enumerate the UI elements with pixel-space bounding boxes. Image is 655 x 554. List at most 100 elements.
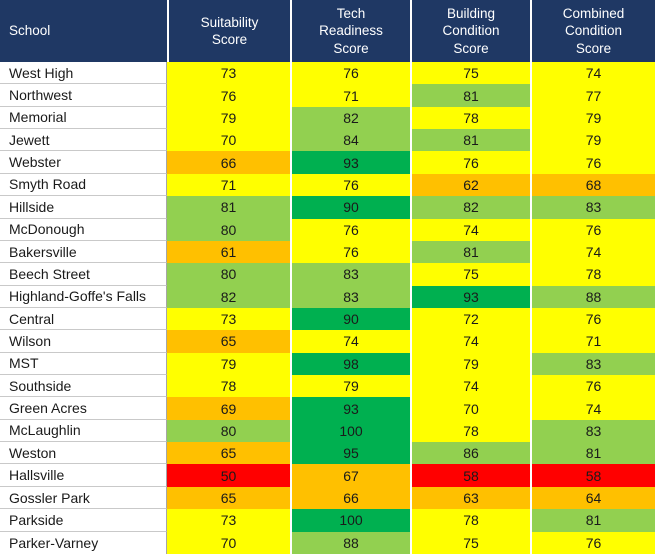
score-cell: 76 <box>167 84 290 107</box>
score-cell: 78 <box>530 263 655 286</box>
school-name-cell: McLaughlin <box>0 419 167 443</box>
table-row: MST 79 98 79 83 <box>0 352 655 376</box>
table-row: Parker-Varney 70 88 75 76 <box>0 531 655 554</box>
score-cell: 100 <box>290 419 410 443</box>
score-cell: 83 <box>530 352 655 376</box>
score-cell: 74 <box>530 240 655 264</box>
score-cell: 83 <box>290 263 410 286</box>
table-row: Gossler Park 65 66 63 64 <box>0 486 655 510</box>
score-cell: 90 <box>290 307 410 331</box>
score-cell: 81 <box>530 442 655 465</box>
score-cell: 76 <box>290 173 410 197</box>
score-cell: 75 <box>410 263 530 286</box>
school-name-cell: Central <box>0 307 167 331</box>
table-row: Webster 66 93 76 76 <box>0 151 655 174</box>
score-cell: 81 <box>530 509 655 532</box>
school-name-cell: Parker-Varney <box>0 531 167 554</box>
school-name-cell: Webster <box>0 151 167 174</box>
school-name-cell: Hallsville <box>0 464 167 487</box>
score-cell: 77 <box>530 84 655 107</box>
school-name-cell: Memorial <box>0 106 167 130</box>
score-cell: 72 <box>410 307 530 331</box>
score-cell: 64 <box>530 486 655 510</box>
school-name-cell: Jewett <box>0 129 167 152</box>
score-cell: 78 <box>410 509 530 532</box>
table-row: Wilson 65 74 74 71 <box>0 330 655 353</box>
score-cell: 68 <box>530 173 655 197</box>
school-name-cell: Highland-Goffe's Falls <box>0 285 167 308</box>
score-cell: 88 <box>290 531 410 554</box>
score-cell: 82 <box>167 285 290 308</box>
table-row: Hallsville 50 67 58 58 <box>0 464 655 487</box>
score-cell: 79 <box>530 129 655 152</box>
school-name-cell: Parkside <box>0 509 167 532</box>
table-row: Bakersville 61 76 81 74 <box>0 240 655 264</box>
score-cell: 75 <box>410 62 530 85</box>
score-cell: 90 <box>290 196 410 219</box>
score-cell: 71 <box>167 173 290 197</box>
score-cell: 79 <box>167 352 290 376</box>
score-cell: 100 <box>290 509 410 532</box>
score-cell: 78 <box>410 419 530 443</box>
table-row: Central 73 90 72 76 <box>0 307 655 331</box>
score-cell: 73 <box>167 509 290 532</box>
score-cell: 83 <box>290 285 410 308</box>
score-cell: 66 <box>290 486 410 510</box>
score-cell: 78 <box>167 375 290 398</box>
score-cell: 65 <box>167 486 290 510</box>
column-header-suitability: Suitability Score <box>167 0 290 62</box>
score-cell: 61 <box>167 240 290 264</box>
table-row: Northwest 76 71 81 77 <box>0 84 655 107</box>
score-cell: 81 <box>410 84 530 107</box>
column-header-building-condition: Building Condition Score <box>410 0 530 62</box>
school-name-cell: Northwest <box>0 84 167 107</box>
score-cell: 93 <box>290 151 410 174</box>
score-cell: 82 <box>410 196 530 219</box>
table-row: McLaughlin 80 100 78 83 <box>0 419 655 443</box>
score-cell: 82 <box>290 106 410 130</box>
score-cell: 74 <box>530 397 655 420</box>
table-row: Southside 78 79 74 76 <box>0 375 655 398</box>
score-cell: 65 <box>167 330 290 353</box>
score-cell: 65 <box>167 442 290 465</box>
score-cell: 71 <box>290 84 410 107</box>
school-name-cell: Bakersville <box>0 240 167 264</box>
column-header-school: School <box>0 0 167 62</box>
table-row: Smyth Road 71 76 62 68 <box>0 173 655 197</box>
score-cell: 76 <box>530 151 655 174</box>
column-header-combined-condition: Combined Condition Score <box>530 0 655 62</box>
table-row: West High 73 76 75 74 <box>0 62 655 85</box>
score-cell: 76 <box>290 62 410 85</box>
score-cell: 70 <box>410 397 530 420</box>
score-cell: 75 <box>410 531 530 554</box>
table-row: Beech Street 80 83 75 78 <box>0 263 655 286</box>
score-cell: 79 <box>290 375 410 398</box>
score-cell: 93 <box>410 285 530 308</box>
score-cell: 81 <box>167 196 290 219</box>
school-name-cell: McDonough <box>0 218 167 241</box>
score-cell: 50 <box>167 464 290 487</box>
score-cell: 73 <box>167 307 290 331</box>
score-cell: 79 <box>167 106 290 130</box>
score-cell: 76 <box>530 375 655 398</box>
score-cell: 76 <box>530 307 655 331</box>
table-row: Jewett 70 84 81 79 <box>0 129 655 152</box>
score-cell: 81 <box>410 129 530 152</box>
table-row: Green Acres 69 93 70 74 <box>0 397 655 420</box>
score-cell: 69 <box>167 397 290 420</box>
score-cell: 73 <box>167 62 290 85</box>
score-cell: 70 <box>167 531 290 554</box>
score-cell: 83 <box>530 419 655 443</box>
score-cell: 80 <box>167 218 290 241</box>
score-cell: 62 <box>410 173 530 197</box>
table-row: Hillside 81 90 82 83 <box>0 196 655 219</box>
school-name-cell: Southside <box>0 375 167 398</box>
score-cell: 58 <box>410 464 530 487</box>
score-cell: 76 <box>410 151 530 174</box>
score-cell: 74 <box>410 218 530 241</box>
score-cell: 63 <box>410 486 530 510</box>
score-cell: 95 <box>290 442 410 465</box>
table-row: Parkside 73 100 78 81 <box>0 509 655 532</box>
school-name-cell: Smyth Road <box>0 173 167 197</box>
